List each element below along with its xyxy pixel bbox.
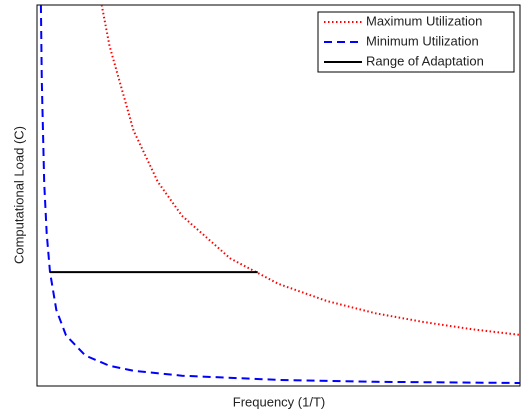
y-axis-label: Computational Load (C) <box>11 126 26 264</box>
series-line <box>100 5 520 336</box>
legend-label: Minimum Utilization <box>366 33 479 48</box>
legend-label: Range of Adaptation <box>366 53 484 68</box>
series-line <box>39 5 520 384</box>
x-axis-label: Frequency (1/T) <box>233 394 325 409</box>
legend-label: Maximum Utilization <box>366 13 482 28</box>
